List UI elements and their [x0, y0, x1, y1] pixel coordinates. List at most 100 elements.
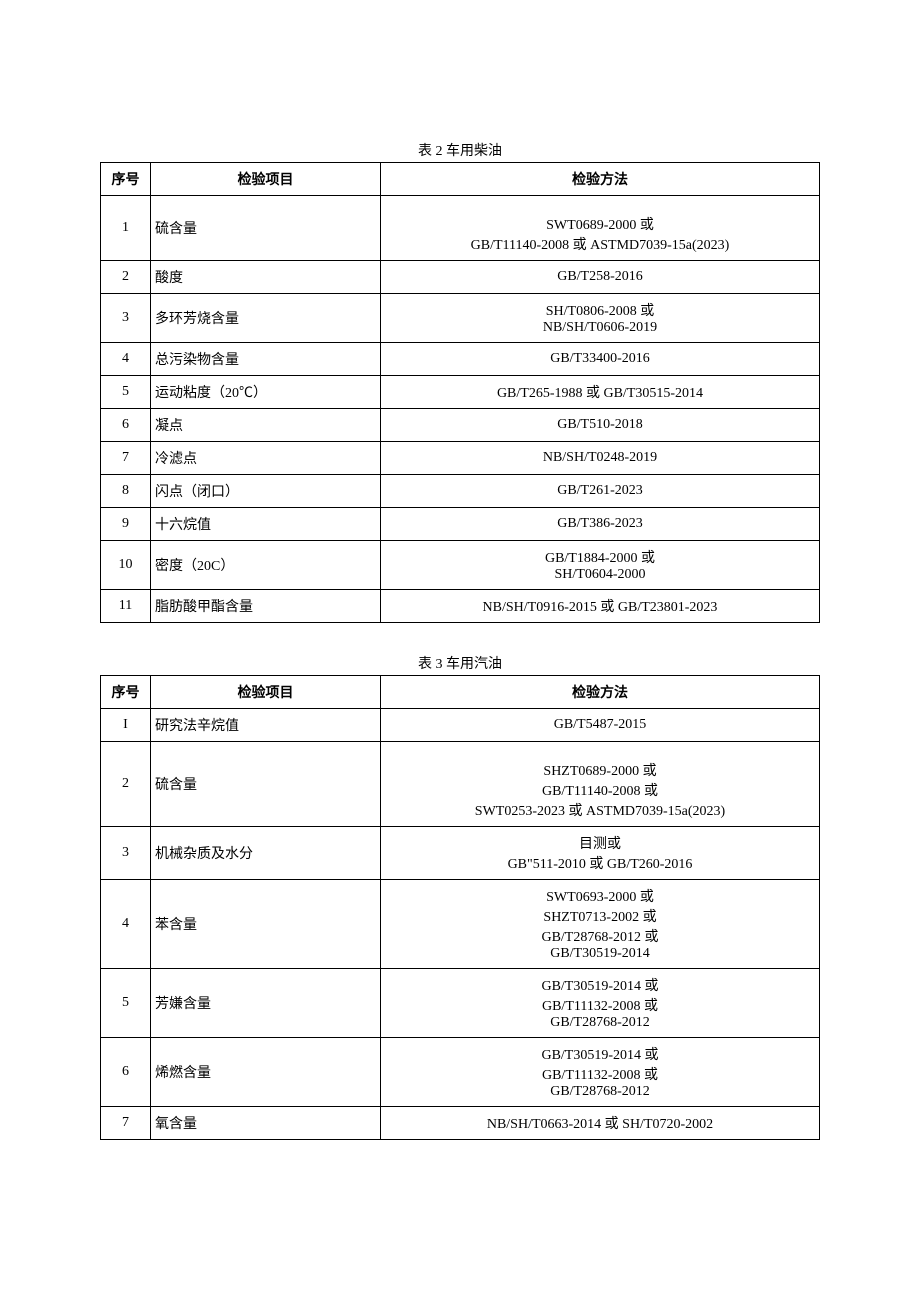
table-row: 5运动粘度（20℃）GB/T265-1988 或 GB/T30515-2014 [101, 376, 820, 409]
cell-seq: 5 [101, 969, 151, 1038]
cell-seq: 4 [101, 343, 151, 376]
cell-seq: 5 [101, 376, 151, 409]
cell-item: 机械杂质及水分 [151, 827, 381, 880]
header-seq: 序号 [101, 676, 151, 709]
method-line: GB/T258-2016 [385, 269, 815, 285]
method-line: GB/T28768-2012 [385, 1084, 815, 1100]
method-line: NB/SH/T0663-2014 或 SH/T0720-2002 [385, 1113, 815, 1133]
table-row: 6凝点GB/T510-2018 [101, 409, 820, 442]
table-row: 11脂肪酸甲酯含量NB/SH/T0916-2015 或 GB/T23801-20… [101, 590, 820, 623]
cell-item: 硫含量 [151, 196, 381, 261]
cell-method: 目测或GB"511-2010 或 GB/T260-2016 [381, 827, 820, 880]
cell-item: 研究法辛烷值 [151, 709, 381, 742]
header-method: 检验方法 [381, 676, 820, 709]
cell-seq: 2 [101, 261, 151, 294]
cell-seq: 3 [101, 827, 151, 880]
cell-item: 硫含量 [151, 742, 381, 827]
cell-item: 多环芳烧含量 [151, 294, 381, 343]
cell-item: 芳嫌含量 [151, 969, 381, 1038]
cell-method: GB/T261-2023 [381, 475, 820, 508]
table-caption: 表 3 车用汽油 [100, 653, 820, 673]
cell-seq: 11 [101, 590, 151, 623]
method-line: GB/T28768-2012 或 [385, 926, 815, 946]
table-caption: 表 2 车用柴油 [100, 140, 820, 160]
method-line: NB/SH/T0606-2019 [385, 320, 815, 336]
data-table: 序号检验项目检验方法1硫含量SWT0689-2000 或GB/T11140-20… [100, 162, 820, 623]
cell-method: SHZT0689-2000 或GB/T11140-2008 或SWT0253-2… [381, 742, 820, 827]
cell-method: GB/T30519-2014 或GB/T11132-2008 或GB/T2876… [381, 969, 820, 1038]
cell-item: 冷滤点 [151, 442, 381, 475]
cell-item: 运动粘度（20℃） [151, 376, 381, 409]
method-line: GB/T30519-2014 或 [385, 975, 815, 995]
method-line: GB/T33400-2016 [385, 351, 815, 367]
method-line: GB/T11132-2008 或 [385, 995, 815, 1015]
cell-seq: 2 [101, 742, 151, 827]
cell-seq: 3 [101, 294, 151, 343]
method-line: SHZT0689-2000 或 [385, 760, 815, 780]
header-method: 检验方法 [381, 163, 820, 196]
cell-seq: 6 [101, 1038, 151, 1107]
method-line: SHZT0713-2002 或 [385, 906, 815, 926]
header-item: 检验项目 [151, 676, 381, 709]
table-row: 7氧含量NB/SH/T0663-2014 或 SH/T0720-2002 [101, 1107, 820, 1140]
table-row: 3机械杂质及水分目测或GB"511-2010 或 GB/T260-2016 [101, 827, 820, 880]
method-line: GB/T510-2018 [385, 417, 815, 433]
table-row: 4总污染物含量GB/T33400-2016 [101, 343, 820, 376]
method-line: 目测或 [385, 833, 815, 853]
method-line: SH/T0604-2000 [385, 567, 815, 583]
cell-method: SH/T0806-2008 或NB/SH/T0606-2019 [381, 294, 820, 343]
cell-seq: I [101, 709, 151, 742]
table-row: 7冷滤点NB/SH/T0248-2019 [101, 442, 820, 475]
method-line: GB/T30519-2014 或 [385, 1044, 815, 1064]
cell-seq: 1 [101, 196, 151, 261]
cell-seq: 7 [101, 442, 151, 475]
method-line: GB/T5487-2015 [385, 717, 815, 733]
document-content: 表 2 车用柴油序号检验项目检验方法1硫含量SWT0689-2000 或GB/T… [100, 140, 820, 1140]
cell-method: GB/T386-2023 [381, 508, 820, 541]
table-row: 2酸度GB/T258-2016 [101, 261, 820, 294]
cell-method: SWT0693-2000 或SHZT0713-2002 或GB/T28768-2… [381, 880, 820, 969]
method-line: SWT0689-2000 或 [385, 214, 815, 234]
cell-method: NB/SH/T0663-2014 或 SH/T0720-2002 [381, 1107, 820, 1140]
header-seq: 序号 [101, 163, 151, 196]
cell-item: 脂肪酸甲酯含量 [151, 590, 381, 623]
cell-seq: 10 [101, 541, 151, 590]
table-row: 8闪点（闭口）GB/T261-2023 [101, 475, 820, 508]
cell-item: 密度（20C） [151, 541, 381, 590]
cell-method: GB/T265-1988 或 GB/T30515-2014 [381, 376, 820, 409]
method-line: SH/T0806-2008 或 [385, 300, 815, 320]
cell-method: SWT0689-2000 或GB/T11140-2008 或 ASTMD7039… [381, 196, 820, 261]
cell-method: GB/T33400-2016 [381, 343, 820, 376]
cell-method: GB/T510-2018 [381, 409, 820, 442]
method-line: GB/T11132-2008 或 [385, 1064, 815, 1084]
table-row: 5芳嫌含量GB/T30519-2014 或GB/T11132-2008 或GB/… [101, 969, 820, 1038]
table-row: 1硫含量SWT0689-2000 或GB/T11140-2008 或 ASTMD… [101, 196, 820, 261]
table-row: 10密度（20C）GB/T1884-2000 或SH/T0604-2000 [101, 541, 820, 590]
cell-method: NB/SH/T0248-2019 [381, 442, 820, 475]
cell-item: 闪点（闭口） [151, 475, 381, 508]
table-row: I研究法辛烷值GB/T5487-2015 [101, 709, 820, 742]
cell-seq: 9 [101, 508, 151, 541]
cell-seq: 4 [101, 880, 151, 969]
cell-method: NB/SH/T0916-2015 或 GB/T23801-2023 [381, 590, 820, 623]
table-header-row: 序号检验项目检验方法 [101, 676, 820, 709]
table-header-row: 序号检验项目检验方法 [101, 163, 820, 196]
cell-method: GB/T1884-2000 或SH/T0604-2000 [381, 541, 820, 590]
table-row: 4苯含量SWT0693-2000 或SHZT0713-2002 或GB/T287… [101, 880, 820, 969]
method-line: GB/T11140-2008 或 ASTMD7039-15a(2023) [385, 234, 815, 254]
cell-item: 十六烷值 [151, 508, 381, 541]
table-row: 6烯燃含量GB/T30519-2014 或GB/T11132-2008 或GB/… [101, 1038, 820, 1107]
data-table: 序号检验项目检验方法I研究法辛烷值GB/T5487-20152硫含量SHZT06… [100, 675, 820, 1140]
cell-method: GB/T5487-2015 [381, 709, 820, 742]
cell-item: 酸度 [151, 261, 381, 294]
cell-method: GB/T30519-2014 或GB/T11132-2008 或GB/T2876… [381, 1038, 820, 1107]
method-line: GB"511-2010 或 GB/T260-2016 [385, 853, 815, 873]
method-line: GB/T265-1988 或 GB/T30515-2014 [385, 382, 815, 402]
table-row: 9十六烷值GB/T386-2023 [101, 508, 820, 541]
method-line: GB/T11140-2008 或 [385, 780, 815, 800]
method-line: NB/SH/T0916-2015 或 GB/T23801-2023 [385, 596, 815, 616]
cell-seq: 8 [101, 475, 151, 508]
method-line: GB/T386-2023 [385, 516, 815, 532]
cell-seq: 6 [101, 409, 151, 442]
cell-item: 凝点 [151, 409, 381, 442]
